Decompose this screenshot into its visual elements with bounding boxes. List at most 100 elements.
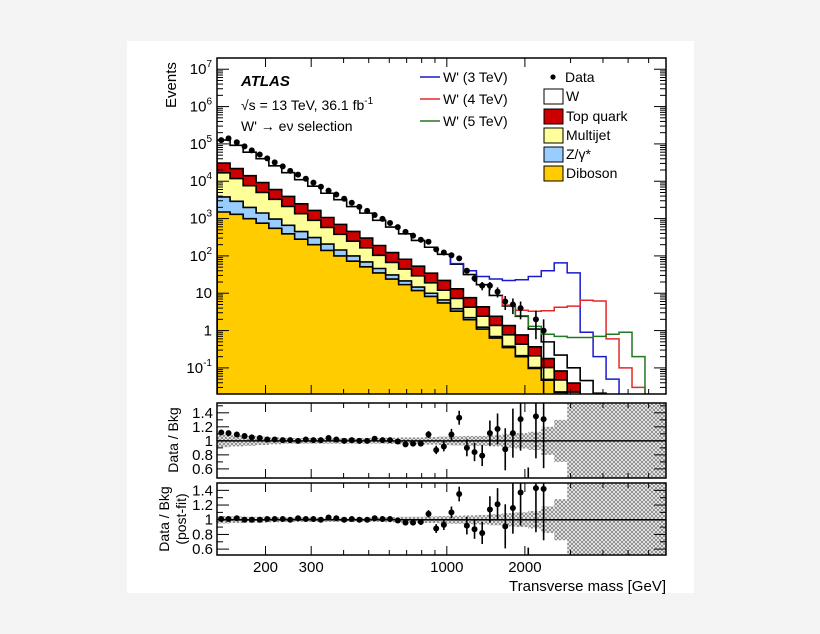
ratio-postfit-point: [479, 529, 486, 536]
ratio-postfit-point: [394, 517, 401, 524]
ratio-prefit-point: [494, 425, 501, 432]
y-tick-label-exponent: 3: [206, 209, 212, 220]
ratio-postfit-point: [471, 526, 478, 533]
y-tick-label-base: 10: [190, 173, 207, 190]
ratio-prefit-point: [540, 416, 547, 423]
ratio-prefit-point: [364, 437, 371, 444]
ratio-prefit-point: [325, 435, 332, 442]
data-point: [371, 211, 378, 218]
atlas-label: ATLAS: [240, 73, 290, 90]
ratio-prefit-point: [233, 431, 240, 438]
ratio-postfit-point: [241, 516, 248, 523]
data-point: [271, 159, 278, 166]
ratio-prefit-point: [448, 431, 455, 438]
ratio-prefit-point: [471, 449, 478, 456]
data-point: [279, 163, 286, 170]
data-point: [410, 232, 417, 239]
stack-outline-multijet: [217, 172, 581, 394]
ratio-prefit-point: [271, 436, 278, 443]
ratio-prefit-point: [302, 436, 309, 443]
data-point: [463, 267, 470, 274]
y-tick-label-base: 10: [190, 248, 207, 265]
y-tick-label: 106: [190, 97, 213, 116]
energy-lumi-superscript: -1: [364, 96, 373, 107]
y-tick-label: 102: [190, 246, 213, 265]
legend-swatch-z-gamma: [543, 146, 564, 163]
ratio-postfit-point: [279, 516, 286, 522]
ratio-prefit-point: [356, 437, 363, 444]
x-axis-label: Transverse mass [GeV]: [509, 578, 666, 595]
ratio-prefit-point: [486, 430, 493, 437]
ratio-postfit-point: [371, 515, 378, 522]
ratio-prefit-point: [425, 431, 432, 438]
data-point: [287, 167, 294, 174]
ratio-postfit-point: [295, 515, 302, 522]
ratio-postfit-point: [348, 516, 355, 522]
ratio-prefit-point: [532, 413, 539, 420]
data-point: [486, 282, 493, 289]
ratio-postfit-point: [248, 516, 255, 523]
y-tick-label: 10-1: [186, 358, 212, 377]
ratio-postfit-point: [417, 518, 424, 525]
y-tick-label-base: 10: [190, 211, 207, 228]
data-point: [456, 255, 463, 262]
ratio-postfit-point: [509, 504, 516, 511]
data-point: [264, 155, 271, 162]
y-tick-label-exponent: 7: [206, 59, 212, 70]
data-point: [509, 301, 516, 308]
y-tick-label-exponent: -1: [203, 358, 212, 369]
ratio-postfit-point: [456, 491, 463, 498]
ratio-postfit-point: [387, 516, 394, 522]
ratio-prefit-point: [463, 444, 470, 451]
x-tick-label: 2000: [508, 559, 541, 576]
ratio-postfit-point: [425, 510, 432, 517]
ratio-prefit-y-tick-label: 0.8: [192, 447, 213, 464]
legend-label-wprime-5tev: W' (5 TeV): [443, 113, 508, 129]
legend-label-top-quark: Top quark: [566, 108, 628, 124]
signal-line-2: [514, 305, 646, 394]
data-point: [402, 228, 409, 235]
y-tick-label-exponent: 2: [206, 246, 212, 257]
ratio-postfit-y-tick-label: 0.8: [192, 526, 213, 543]
y-tick-label-base: 10: [195, 285, 212, 302]
ratio-postfit-point: [264, 516, 271, 522]
ratio-prefit-point: [264, 436, 271, 443]
data-point: [225, 135, 232, 142]
y-tick-label: 107: [190, 59, 213, 78]
ratio-postfit-point: [364, 516, 371, 523]
data-point: [364, 207, 371, 214]
data-point: [317, 183, 324, 190]
ratio-postfit-y-tick-label: 1.4: [192, 482, 213, 499]
legend-label-diboson: Diboson: [566, 165, 617, 181]
data-point: [471, 275, 478, 282]
ratio-prefit-point: [333, 436, 340, 443]
ratio-prefit-y-tick-label: 1: [205, 433, 213, 450]
ratio-postfit-area: [217, 483, 666, 555]
ratio-postfit-point: [410, 519, 417, 526]
data-point: [341, 195, 348, 202]
ratio-prefit-point: [279, 437, 286, 444]
ratio-prefit-point: [341, 437, 348, 444]
ratio-prefit-area: [217, 403, 666, 478]
ratio-postfit-point: [225, 516, 232, 522]
y-axis-label-ratio-prefit: Data / Bkg: [165, 407, 181, 472]
ratio-postfit-point: [310, 516, 317, 522]
y-tick-label: 104: [190, 171, 213, 190]
signal-line-1: [501, 295, 646, 394]
ratio-prefit-point: [440, 443, 447, 450]
ratio-postfit-point: [256, 516, 263, 523]
ratio-prefit-point: [417, 440, 424, 447]
legend-label-multijet: Multijet: [566, 127, 610, 143]
legend-label-z-gamma: Z/γ*: [566, 146, 591, 162]
data-point: [532, 316, 539, 323]
ratio-prefit-y-tick-label: 0.6: [192, 461, 213, 478]
data-point: [479, 282, 486, 289]
stack-outline-diboson: [217, 211, 568, 394]
ratio-prefit-point: [225, 430, 232, 437]
x-tick-label: 1000: [430, 559, 463, 576]
legend-swatch-multijet: [543, 127, 564, 144]
ratio-postfit-point: [233, 515, 240, 522]
ratio-postfit-plot: 1.41.210.80.6 200 300 1000 2000: [192, 482, 667, 576]
